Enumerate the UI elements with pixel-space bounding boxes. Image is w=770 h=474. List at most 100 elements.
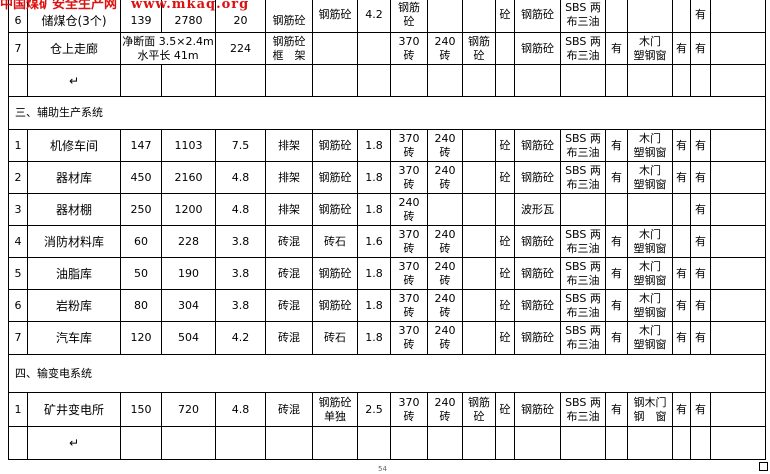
table-cell: 钢筋砼 xyxy=(312,257,358,290)
table-row: 2 器材库 450 2160 4.8 排架 钢筋砼 1.8 370 砖 240 砖砼钢筋砼 SBS … xyxy=(8,161,766,194)
table-cell: 1103 xyxy=(161,129,216,162)
table-cell: 有 xyxy=(690,257,711,290)
table-cell: 砖混 xyxy=(265,321,313,355)
table-cell: 3.8 xyxy=(215,225,266,258)
building-name: 器材棚 xyxy=(27,193,121,226)
table-cell: 砼 xyxy=(495,257,515,290)
row-number xyxy=(8,426,28,460)
table-cell: 钢筋砼 xyxy=(514,225,561,258)
table-cell: 排架 xyxy=(265,129,313,162)
row-number: 1 xyxy=(8,129,28,162)
table-cell: 砖混 xyxy=(265,289,313,322)
table-cell xyxy=(390,64,428,97)
table-cell xyxy=(627,0,673,33)
table-cell: 7.5 xyxy=(215,129,266,162)
table-cell: 砖石 xyxy=(312,225,358,258)
table-cell xyxy=(462,161,496,194)
table-cell: SBS 两 布三油 xyxy=(560,161,606,194)
table-cell xyxy=(495,32,515,65)
table-cell xyxy=(560,193,606,226)
table-cell xyxy=(462,64,496,97)
table-cell: 有 xyxy=(672,321,691,355)
table-cell xyxy=(672,64,691,97)
table-cell xyxy=(710,225,766,258)
table-cell: 砼 xyxy=(495,0,515,33)
table-cell: 砖混 xyxy=(265,392,313,427)
table-row: 7 汽车库 120 504 4.2 砖混 砖石 1.8 370 砖 240 砖砼钢筋砼 SBS 两 … xyxy=(8,321,766,355)
table-cell: 砖混 xyxy=(265,225,313,258)
table-cell: 砼 xyxy=(495,129,515,162)
table-cell: 1.8 xyxy=(357,257,391,290)
table-cell: 钢筋砼 框 架 xyxy=(265,32,313,65)
table-cell: 有 xyxy=(690,289,711,322)
table-cell: 240 砖 xyxy=(427,289,463,322)
table-cell: SBS 两 布三油 xyxy=(560,129,606,162)
table-cell xyxy=(462,225,496,258)
table-cell: SBS 两 布三油 xyxy=(560,392,606,427)
table-cell: 370 砖 xyxy=(390,321,428,355)
table-cell xyxy=(312,426,358,460)
table-cell: 240 砖 xyxy=(427,257,463,290)
table-cell: 钢筋砼 xyxy=(312,289,358,322)
table-cell: SBS 两 布三油 xyxy=(560,321,606,355)
building-name: 岩粉库 xyxy=(27,289,121,322)
table-cell xyxy=(427,64,463,97)
table-cell: 砼 xyxy=(495,161,515,194)
table-cell xyxy=(710,64,766,97)
table-cell xyxy=(390,426,428,460)
table-cell xyxy=(710,161,766,194)
table-cell: 4.8 xyxy=(215,193,266,226)
table-cell: 砼 xyxy=(495,289,515,322)
table-cell: 3.8 xyxy=(215,257,266,290)
table-cell: 370 砖 xyxy=(390,225,428,258)
table-cell xyxy=(672,193,691,226)
table-cell: SBS 两 布三油 xyxy=(560,225,606,258)
row-number: 3 xyxy=(8,193,28,226)
table-cell: 4.2 xyxy=(215,321,266,355)
table-cell xyxy=(161,64,216,97)
table-cell: SBS 两 布三油 xyxy=(560,32,606,65)
table-cell: 钢筋砼 xyxy=(514,289,561,322)
table-cell xyxy=(215,426,266,460)
table-cell xyxy=(710,426,766,460)
table-cell: 钢筋砼 xyxy=(312,129,358,162)
table-cell: 224 xyxy=(215,32,266,65)
table-cell: 钢筋砼 xyxy=(265,0,313,33)
watermark-site: 中国煤矿安全生产网 xyxy=(0,0,118,12)
building-name: 储煤仓(3个) xyxy=(27,0,121,33)
table-cell xyxy=(427,193,463,226)
table-cell xyxy=(672,0,691,33)
table-cell: 钢筋砼 xyxy=(312,193,358,226)
table-cell: 504 xyxy=(161,321,216,355)
row-number: 2 xyxy=(8,161,28,194)
table-cell: 波形瓦 xyxy=(514,193,561,226)
table-cell: 钢筋砼 xyxy=(514,392,561,427)
table-cell: 砖混 xyxy=(265,257,313,290)
table-cell: 有 xyxy=(605,289,628,322)
table-cell xyxy=(462,193,496,226)
table-cell: 370 砖 xyxy=(390,32,428,65)
table-cell: 有 xyxy=(690,193,711,226)
table-row: 6 储煤仓(3个) 139 2780 20 钢筋砼 钢筋砼 4.2 钢筋 砼砼钢筋砼 SBS 两 … xyxy=(8,0,766,33)
table-row: 3 器材棚 250 1200 4.8 排架 钢筋砼 1.8 240 砖 波形瓦 有 xyxy=(8,193,766,226)
table-cell: 钢筋砼 xyxy=(514,32,561,65)
table-cell: 370 砖 xyxy=(390,161,428,194)
table-cell: 4.8 xyxy=(215,161,266,194)
table-cell: 有 xyxy=(690,129,711,162)
table-cell xyxy=(427,0,463,33)
table-cell xyxy=(215,64,266,97)
table-cell xyxy=(265,64,313,97)
table-cell: SBS 两 布三油 xyxy=(560,289,606,322)
table-cell: 240 砖 xyxy=(390,193,428,226)
table-cell: 1.8 xyxy=(357,289,391,322)
table-cell: 370 砖 xyxy=(390,289,428,322)
table-cell: 木门 塑钢窗 xyxy=(627,32,673,65)
table-cell: 钢筋砼 xyxy=(514,0,561,33)
table-cell: 有 xyxy=(605,257,628,290)
table-cell xyxy=(462,0,496,33)
table-cell: 240 砖 xyxy=(427,161,463,194)
table-cell xyxy=(462,257,496,290)
table-cell xyxy=(605,193,628,226)
table-cell: 240 砖 xyxy=(427,225,463,258)
section-row: 四、输变电系统 xyxy=(8,354,766,393)
